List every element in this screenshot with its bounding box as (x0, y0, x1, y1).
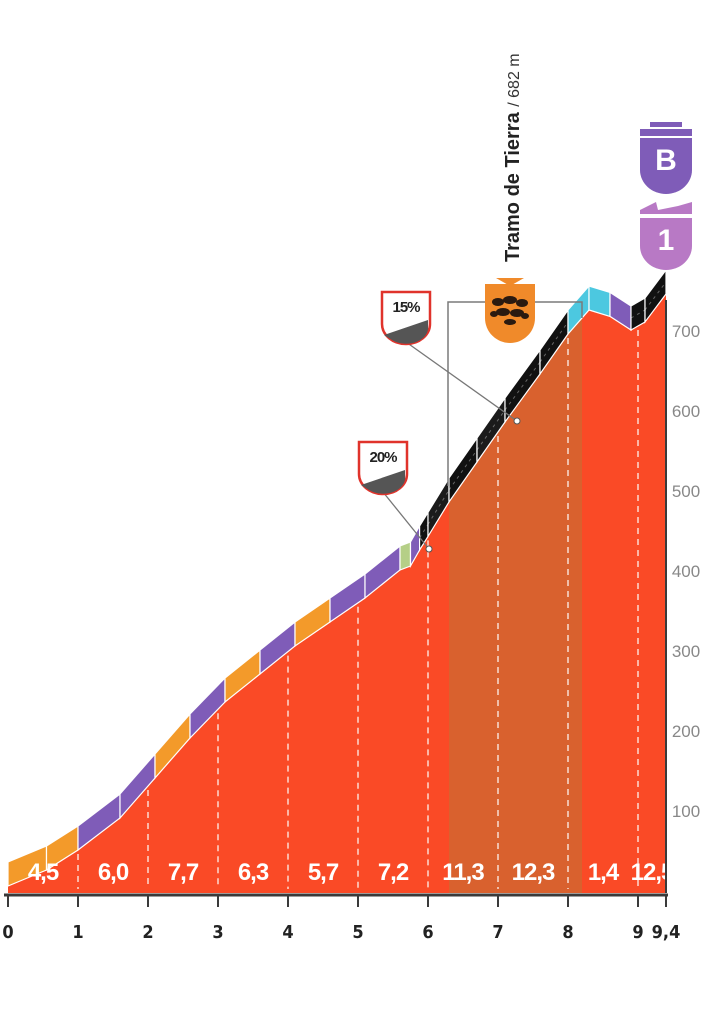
badge-point (425, 545, 433, 553)
x-tick-label: 6 (422, 922, 433, 943)
marker-flag (640, 202, 692, 214)
stone (496, 308, 510, 316)
x-axis: 0 1 2 3 4 5 6 7 8 9 9,4 (2, 893, 681, 943)
ribbon-texture (504, 361, 541, 411)
x-tick-label: 4 (282, 922, 293, 943)
km-gradient-label: 7,2 (378, 859, 409, 886)
km-gradient-label: 12,5 (631, 859, 674, 886)
badge-label: 20% (369, 449, 397, 466)
km-gradient-label: 4,5 (28, 859, 59, 886)
sector-altitude: / 682 m (506, 53, 523, 106)
ribbon-segment (399, 541, 412, 571)
stone (503, 296, 517, 304)
km-gradient-label: 12,3 (512, 859, 555, 886)
marker-cap (650, 122, 682, 127)
x-tick-label: 5 (352, 922, 363, 943)
badge-leader (405, 341, 518, 422)
sector-label: Tramo de Tierra / 682 m (502, 53, 524, 262)
y-tick-label: 400 (672, 562, 700, 581)
badge-label: 15% (392, 299, 420, 316)
ribbon-segment (644, 268, 667, 324)
km-gradient-label: 5,7 (308, 859, 339, 886)
km-gradient-label: 1,4 (588, 859, 620, 886)
ribbon-texture (448, 449, 478, 491)
y-tick-label: 100 (672, 802, 700, 821)
dirt-road-icon (485, 278, 535, 343)
marker-label: 1 (658, 224, 675, 257)
x-tick-label: 1 (72, 922, 83, 943)
x-tick-label: 7 (492, 922, 503, 943)
x-tick-label: 0 (2, 922, 13, 943)
km-gradient-label: 7,7 (168, 859, 199, 886)
km-gradient-labels: 4,5 6,0 7,7 6,3 5,7 7,2 11,3 12,3 1,4 12,5 (28, 859, 675, 886)
badge-leader (382, 491, 430, 550)
ribbon-texture (419, 524, 429, 539)
x-tick-label: 9 (632, 922, 643, 943)
ribbon-texture (630, 309, 646, 319)
annotations: Tramo de Tierra / 682 m 15% 20% B 1 (357, 53, 692, 553)
y-tick-label: 700 (672, 322, 700, 341)
marker-label: B (655, 144, 677, 177)
badge-slope (384, 320, 429, 344)
ribbon-texture (644, 281, 667, 311)
steep-badge: 15% (380, 290, 432, 346)
stone (490, 311, 498, 317)
ribbon-texture (476, 409, 506, 451)
km-gradient-label: 6,0 (98, 859, 129, 886)
stone (516, 299, 528, 307)
steep-badge: 20% (357, 440, 409, 496)
y-axis: 100 200 300 400 500 600 700 (665, 300, 700, 893)
stone (492, 298, 504, 306)
badge-point (513, 417, 521, 425)
finish-marker: B (640, 122, 692, 194)
y-tick-label: 600 (672, 402, 700, 421)
km-gradient-label: 11,3 (442, 859, 484, 886)
x-tick-label: 8 (562, 922, 573, 943)
stone (510, 309, 524, 317)
dirt-pointer (496, 278, 524, 286)
km-gridlines (77, 330, 639, 889)
x-tick-label: 9,4 (652, 922, 681, 943)
marker-body (640, 138, 692, 194)
x-tick-label: 2 (142, 922, 153, 943)
marker-rim (640, 129, 692, 136)
y-tick-label: 200 (672, 722, 700, 741)
badge-slope (361, 470, 406, 494)
finish-marker: 1 (640, 202, 692, 270)
km-gradient-label: 6,3 (238, 859, 269, 886)
stone (521, 313, 529, 319)
y-tick-label: 300 (672, 642, 700, 661)
gradient-ribbon (7, 268, 667, 887)
ribbon-texture (539, 321, 569, 363)
marker-body (640, 218, 692, 270)
x-tick-label: 3 (212, 922, 223, 943)
sector-name: Tramo de Tierra (502, 107, 524, 262)
y-tick-label: 500 (672, 482, 700, 501)
stone (504, 319, 516, 325)
